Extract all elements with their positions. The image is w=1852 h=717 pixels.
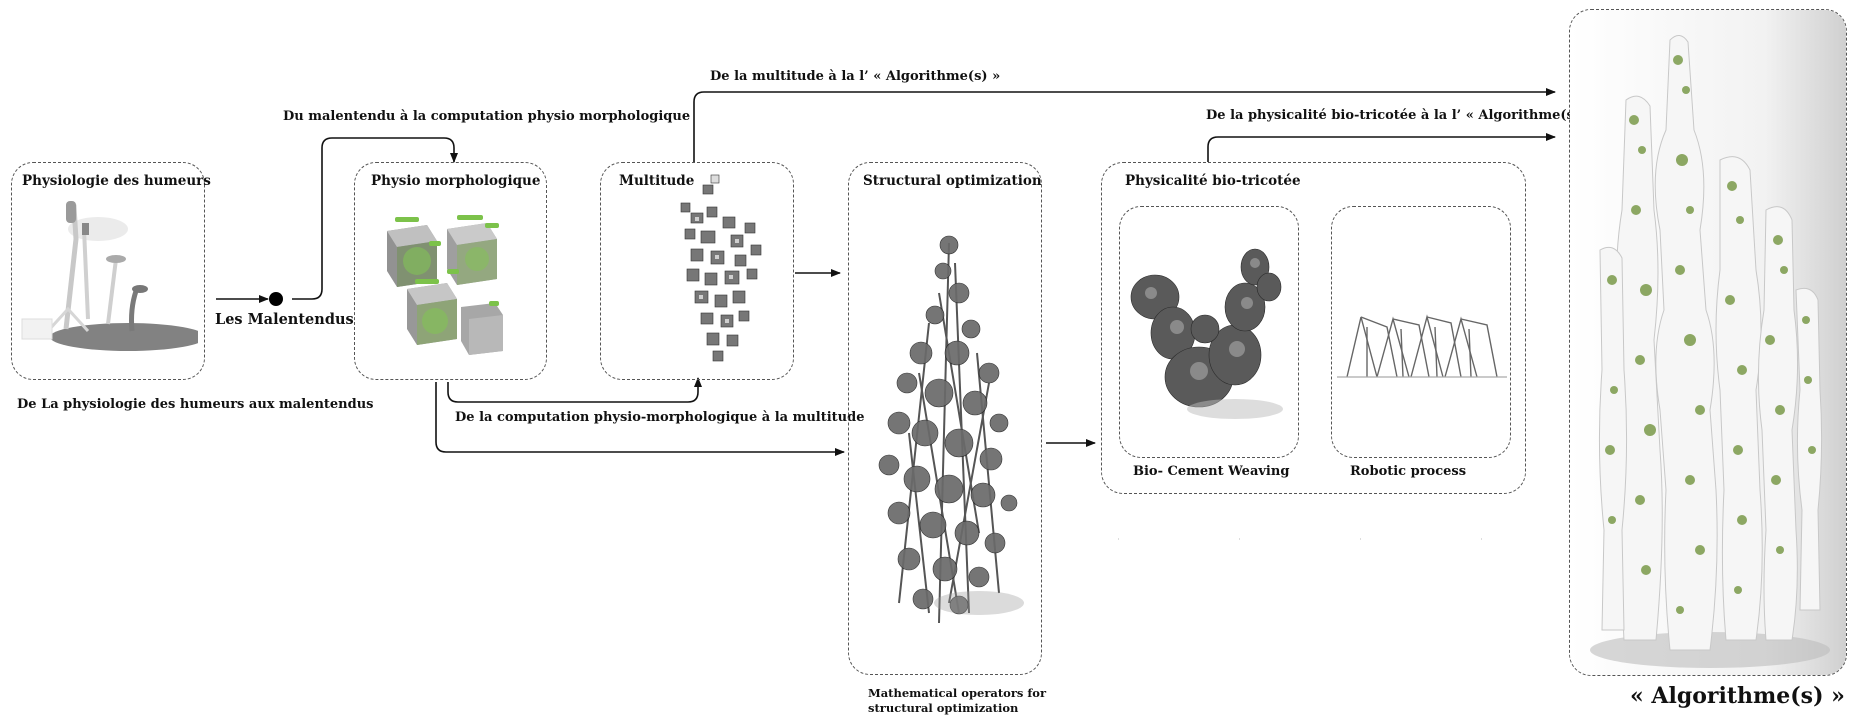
box-structural-optimization: Structural optimization [848, 162, 1042, 675]
label-les-malentendus: Les Malentendus [215, 311, 354, 328]
label-algorithme: « Algorithme(s) » [1630, 683, 1845, 709]
label-math-operators-line2: structural optimization [868, 701, 1019, 715]
arrow-physio-to-multitude [447, 377, 702, 403]
arrow-multitude-to-algorithme [693, 88, 1556, 162]
algorithme-sculpture-image [1570, 10, 1846, 675]
box-robotic-process [1331, 206, 1511, 458]
structural-sculpture-image [878, 235, 1024, 624]
label-robotic-process: Robotic process [1350, 464, 1467, 479]
box-physio-morphologique: Physio morphologique [354, 162, 547, 380]
arrow-node-to-physio-morpho [292, 137, 458, 300]
label-malentendu-to-computation: Du malentendu à la computation physio mo… [283, 109, 691, 124]
robotic-process-image [1337, 314, 1507, 378]
box-multitude: Multitude [600, 162, 794, 380]
label-physiologie-to-malentendus: De La physiologie des humeurs aux malent… [17, 397, 374, 412]
bio-cement-image [1130, 248, 1283, 419]
lamp-sculpture-image [21, 201, 198, 351]
box-title-multitude: Multitude [619, 173, 695, 189]
box-bio-cement-weaving [1119, 206, 1299, 458]
arrow-physio-to-structural [435, 382, 845, 456]
box-title-structural: Structural optimization [863, 173, 1042, 189]
box-algorithme [1569, 9, 1847, 676]
arrow-physicalite-to-algorithme [1207, 133, 1556, 162]
box-title-physicalite: Physicalité bio-tricotée [1125, 173, 1301, 189]
box-physiologie-des-humeurs: Physiologie des humeurs [11, 162, 211, 380]
malentendus-node [269, 292, 283, 306]
multitude-cluster-image [680, 174, 762, 362]
label-bio-cement-weaving: Bio- Cement Weaving [1133, 464, 1290, 479]
physio-cubes-image [387, 215, 503, 355]
label-physicalite-to-algorithme: De la physicalité bio-tricotée à la l’ «… [1206, 108, 1593, 123]
box-physicalite-bio-tricotee: Physicalité bio-tricotée [1101, 162, 1526, 494]
label-math-operators-line1: Mathematical operators for [868, 686, 1047, 700]
label-computation-to-multitude: De la computation physio-morphologique à… [455, 410, 865, 425]
box-title-physiologie: Physiologie des humeurs [22, 173, 211, 189]
box-title-physio-morpho: Physio morphologique [371, 173, 541, 189]
label-multitude-to-algorithme: De la multitude à la l’ « Algorithme(s) … [710, 69, 1001, 84]
